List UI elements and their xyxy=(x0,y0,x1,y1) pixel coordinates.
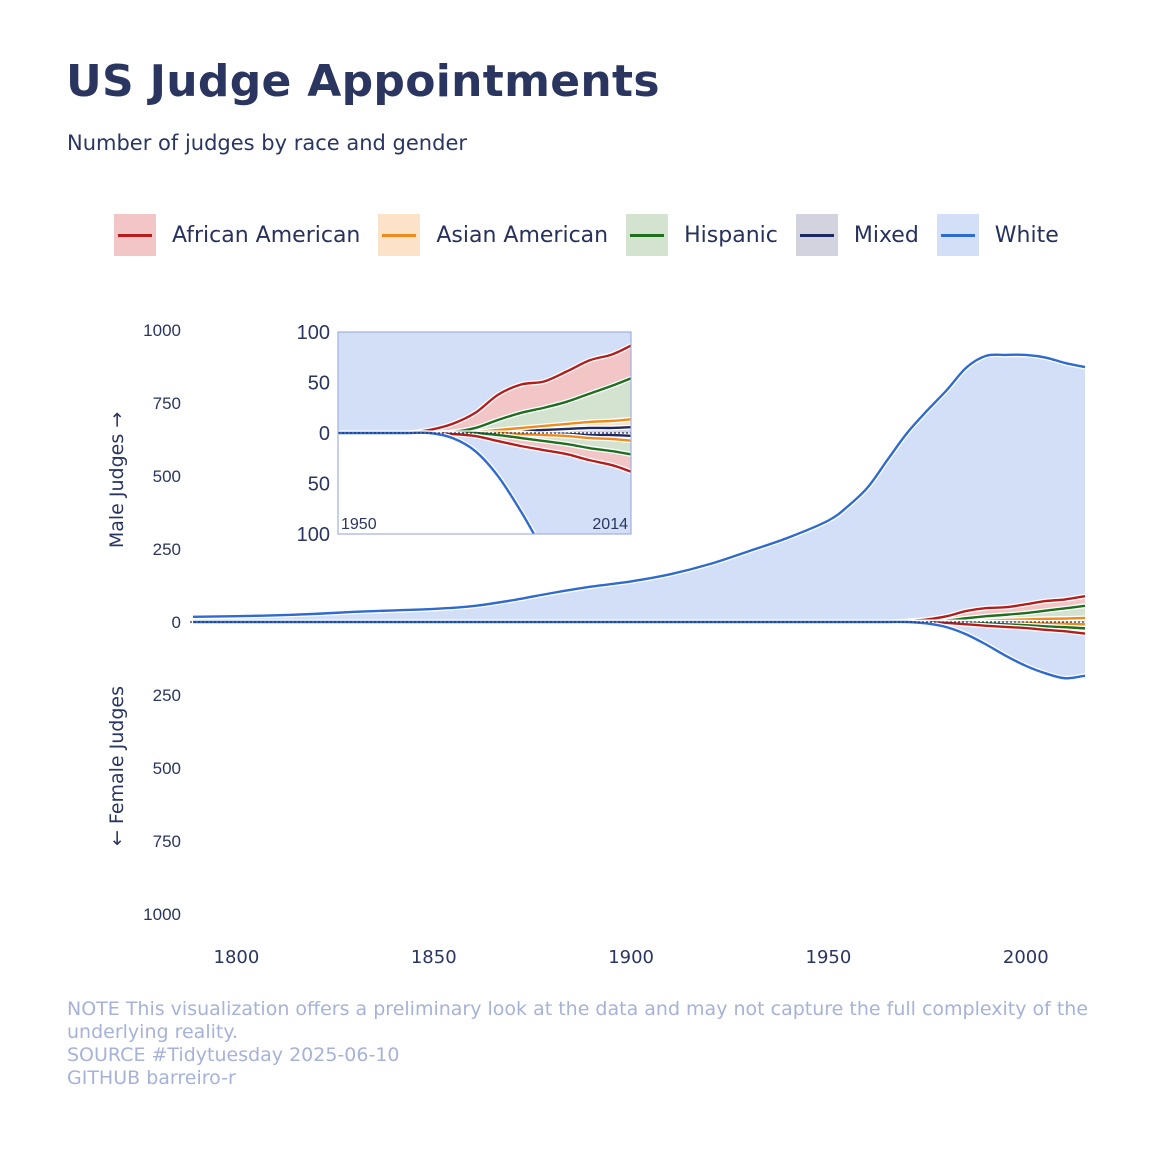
inset-area-male-african-american xyxy=(338,345,631,434)
main-halo-female-white xyxy=(193,619,1086,681)
y-tick-label: 500 xyxy=(153,467,181,486)
y-axis-title-female: ← Female Judges xyxy=(106,686,128,846)
inset-line-female-white xyxy=(338,431,536,534)
y-tick-label: 750 xyxy=(153,832,181,851)
inset-line-male-hispanic xyxy=(338,376,631,435)
legend-item-white: White xyxy=(936,214,1059,256)
y-tick-label: 250 xyxy=(153,686,181,705)
caption: NOTE This visualization offers a prelimi… xyxy=(67,998,1107,1090)
inset-frame xyxy=(337,331,632,535)
inset-area-male-asian-american xyxy=(338,419,631,434)
legend-key-asian-american xyxy=(378,214,421,256)
main-plot xyxy=(190,352,1086,681)
chart-subtitle: Number of judges by race and gender xyxy=(67,131,467,155)
inset-plot: 100 50 0 50 100 1950 2014 xyxy=(297,322,632,546)
inset-y-tick-label: 50 xyxy=(308,474,330,496)
y-tick-label: 1000 xyxy=(143,905,181,924)
inset-line-female-hispanic xyxy=(338,431,631,456)
y-tick-label: 250 xyxy=(153,540,181,559)
legend-label: Asian American xyxy=(436,222,609,248)
caption-note: NOTE This visualization offers a prelimi… xyxy=(67,998,1089,1043)
main-area-male-white xyxy=(193,354,1085,623)
inset-line-female-african-american xyxy=(338,431,631,473)
x-tick-label: 2000 xyxy=(1003,947,1049,968)
legend-key-mixed xyxy=(795,214,838,256)
legend-item-hispanic: Hispanic xyxy=(626,214,778,256)
legend-key-white xyxy=(936,214,979,256)
inset-line-female-asian-american xyxy=(338,431,631,442)
inset-y-tick-label: 100 xyxy=(297,322,330,344)
main-line-male-white xyxy=(192,353,1086,618)
inset-area-female-african-american xyxy=(338,432,631,472)
caption-github: GITHUB barreiro-r xyxy=(67,1067,236,1089)
inset-y-tick-label: 100 xyxy=(297,524,330,546)
legend-label: Mixed xyxy=(853,222,919,248)
inset-x-label-start: 1950 xyxy=(341,516,377,533)
x-tick-label: 1900 xyxy=(608,947,654,968)
inset-y-tick-label: 0 xyxy=(319,423,330,445)
legend-item-mixed: Mixed xyxy=(795,214,919,256)
inset-area-male-hispanic xyxy=(338,378,631,434)
x-tick-label: 1800 xyxy=(214,947,260,968)
chart-title: US Judge Appointments xyxy=(66,56,660,107)
legend-label: African American xyxy=(172,222,361,248)
x-tick-label: 1850 xyxy=(411,947,457,968)
y-tick-label: 1000 xyxy=(143,321,181,340)
legend-key-african-american xyxy=(114,214,156,256)
legend: African American Asian American Hispanic… xyxy=(114,213,1077,257)
y-axis-title-male: Male Judges → xyxy=(106,412,128,548)
legend-item-african-american: African American xyxy=(114,214,360,256)
caption-source: SOURCE #Tidytuesday 2025-06-10 xyxy=(67,1044,400,1066)
inset-x-label-end: 2014 xyxy=(592,516,628,533)
inset-area-male-white xyxy=(338,332,631,434)
inset-area-female-white xyxy=(338,432,631,534)
inset-y-tick-label: 50 xyxy=(308,373,330,395)
legend-key-hispanic xyxy=(626,214,669,256)
y-tick-label: 750 xyxy=(153,394,181,413)
y-tick-label: 500 xyxy=(153,759,181,778)
legend-label: White xyxy=(994,222,1059,248)
x-tick-label: 1950 xyxy=(806,947,852,968)
inset-line-male-asian-american xyxy=(338,418,631,435)
inset-line-male-african-american xyxy=(338,344,631,435)
inset-area-female-hispanic xyxy=(338,432,631,455)
legend-label: Hispanic xyxy=(684,222,778,248)
y-tick-label: 0 xyxy=(172,613,181,632)
legend-item-asian-american: Asian American xyxy=(378,214,608,256)
